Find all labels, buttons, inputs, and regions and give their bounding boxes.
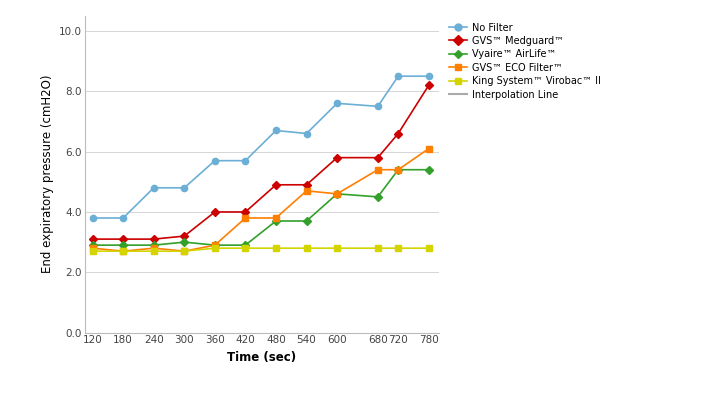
X-axis label: Time (sec): Time (sec)	[227, 351, 297, 364]
Y-axis label: End expiratory pressure (cmH2O): End expiratory pressure (cmH2O)	[40, 75, 54, 274]
Legend: No Filter, GVS™ Medguard™, Vyaire™ AirLife™, GVS™ ECO Filter™, King System™ Viro: No Filter, GVS™ Medguard™, Vyaire™ AirLi…	[447, 21, 603, 102]
